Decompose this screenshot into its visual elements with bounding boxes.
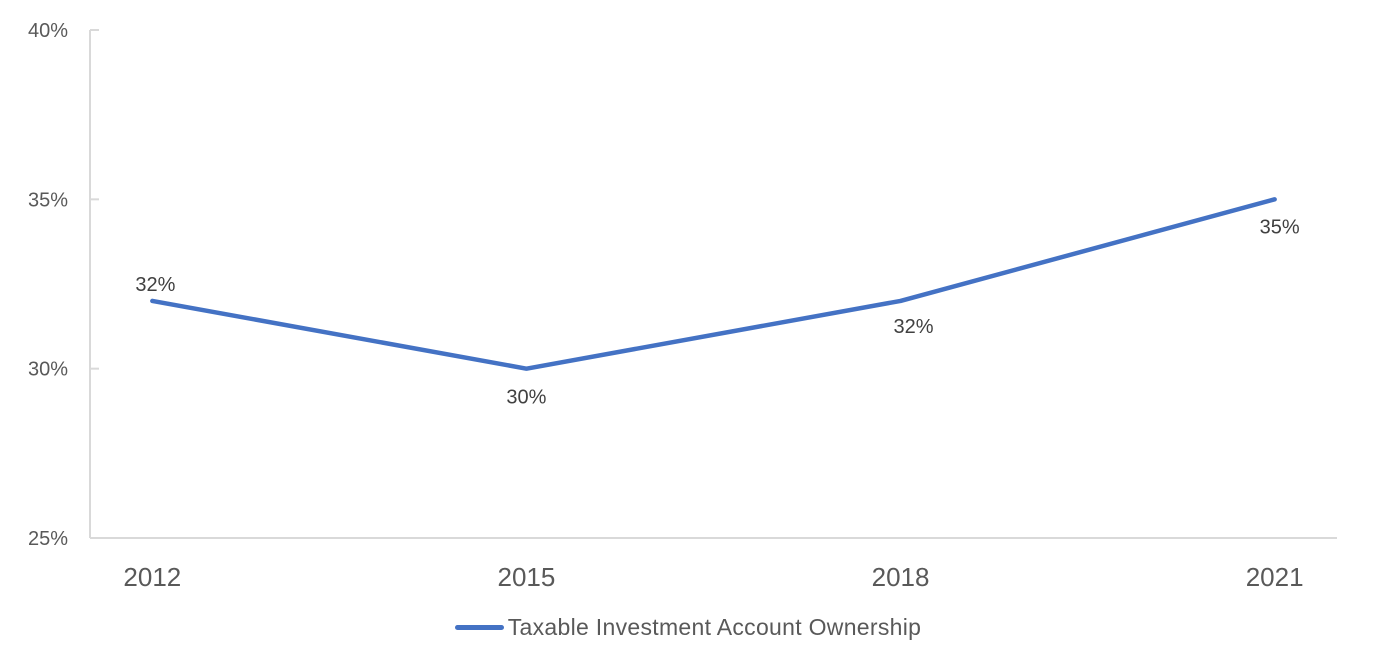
x-axis-tick-label: 2018 [872,562,930,592]
y-axis-tick-label: 25% [28,528,68,550]
y-axis-tick-label: 30% [28,359,68,381]
data-label: 32% [135,274,175,296]
y-axis-tick-label: 35% [28,189,68,211]
legend: Taxable Investment Account Ownership [0,612,1376,642]
x-axis-tick-label: 2015 [498,562,556,592]
data-label: 32% [894,316,934,338]
data-label: 35% [1260,216,1300,238]
x-axis-tick-label: 2021 [1246,562,1304,592]
series-line [150,197,1277,371]
data-label: 30% [506,387,546,409]
x-axis-tick-label: 2012 [123,562,181,592]
y-axis-tick-label: 40% [28,20,68,42]
legend-label: Taxable Investment Account Ownership [507,613,922,640]
legend-line-swatch [454,624,504,630]
